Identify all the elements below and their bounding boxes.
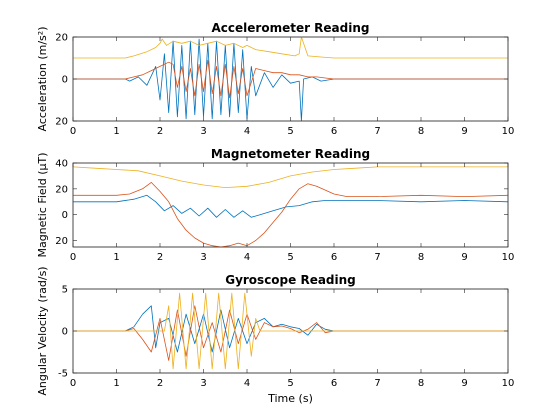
x-tick-label: 7 [374,378,380,389]
series-line-2-2 [73,292,508,370]
y-tick-label: 20 [55,117,68,128]
x-tick-label: 0 [70,378,76,389]
x-tick-label: 6 [331,126,337,137]
x-tick-label: 6 [331,252,337,263]
x-tick-label: 9 [461,126,467,137]
x-tick-label: 0 [70,252,76,263]
x-tick-label: 5 [287,378,293,389]
x-tick-label: 2 [157,126,163,137]
x-tick-label: 6 [331,378,337,389]
x-tick-label: 5 [287,126,293,137]
chart-title: Gyroscope Reading [225,273,356,287]
y-tick-label: 0 [62,327,68,338]
x-tick-label: 9 [461,378,467,389]
x-axis-label: Time (s) [267,392,313,405]
y-tick-label: 40 [55,159,68,170]
y-tick-label: 5 [62,285,68,296]
x-tick-label: 2 [157,378,163,389]
x-tick-label: 3 [200,252,206,263]
x-tick-label: 4 [244,378,250,389]
x-tick-label: 8 [418,126,424,137]
plot-area-1 [72,162,509,248]
y-tick-label: 0 [62,75,68,86]
y-axis-label: Angular Velocity (rad/s) [36,266,49,395]
y-tick-label: -5 [58,369,68,380]
series-line-0-1 [73,59,508,99]
x-tick-label: 1 [113,252,119,263]
y-tick-label: 20 [55,33,68,44]
series-line-2-0 [73,305,508,353]
chart-title: Accelerometer Reading [212,21,370,35]
x-tick-label: 4 [244,252,250,263]
x-tick-label: 8 [418,378,424,389]
series-line-2-1 [73,305,508,361]
x-tick-label: 10 [502,252,515,263]
x-tick-label: 7 [374,126,380,137]
x-tick-label: 2 [157,252,163,263]
x-tick-label: 0 [70,126,76,137]
x-tick-label: 10 [502,126,515,137]
x-tick-label: 4 [244,126,250,137]
y-tick-label: 0 [62,210,68,221]
x-tick-label: 1 [113,378,119,389]
series-line-1-0 [73,194,509,218]
x-tick-label: 3 [200,378,206,389]
x-tick-label: 10 [502,378,515,389]
y-tick-label: 20 [55,184,68,195]
series-line-1-2 [72,166,508,189]
series-line-0-2 [73,36,508,59]
x-tick-label: 5 [287,252,293,263]
x-tick-label: 9 [461,252,467,263]
x-tick-label: 3 [200,126,206,137]
y-axis-label: Magnetic Field (μT) [36,152,49,257]
y-tick-label: 20 [55,236,68,247]
chart-title: Magnetometer Reading [211,147,370,161]
x-tick-label: 7 [374,252,380,263]
x-tick-label: 8 [418,252,424,263]
y-axis-label: Acceleration (m/s²) [36,27,49,132]
x-tick-label: 1 [113,126,119,137]
series-line-0-0 [73,38,508,122]
